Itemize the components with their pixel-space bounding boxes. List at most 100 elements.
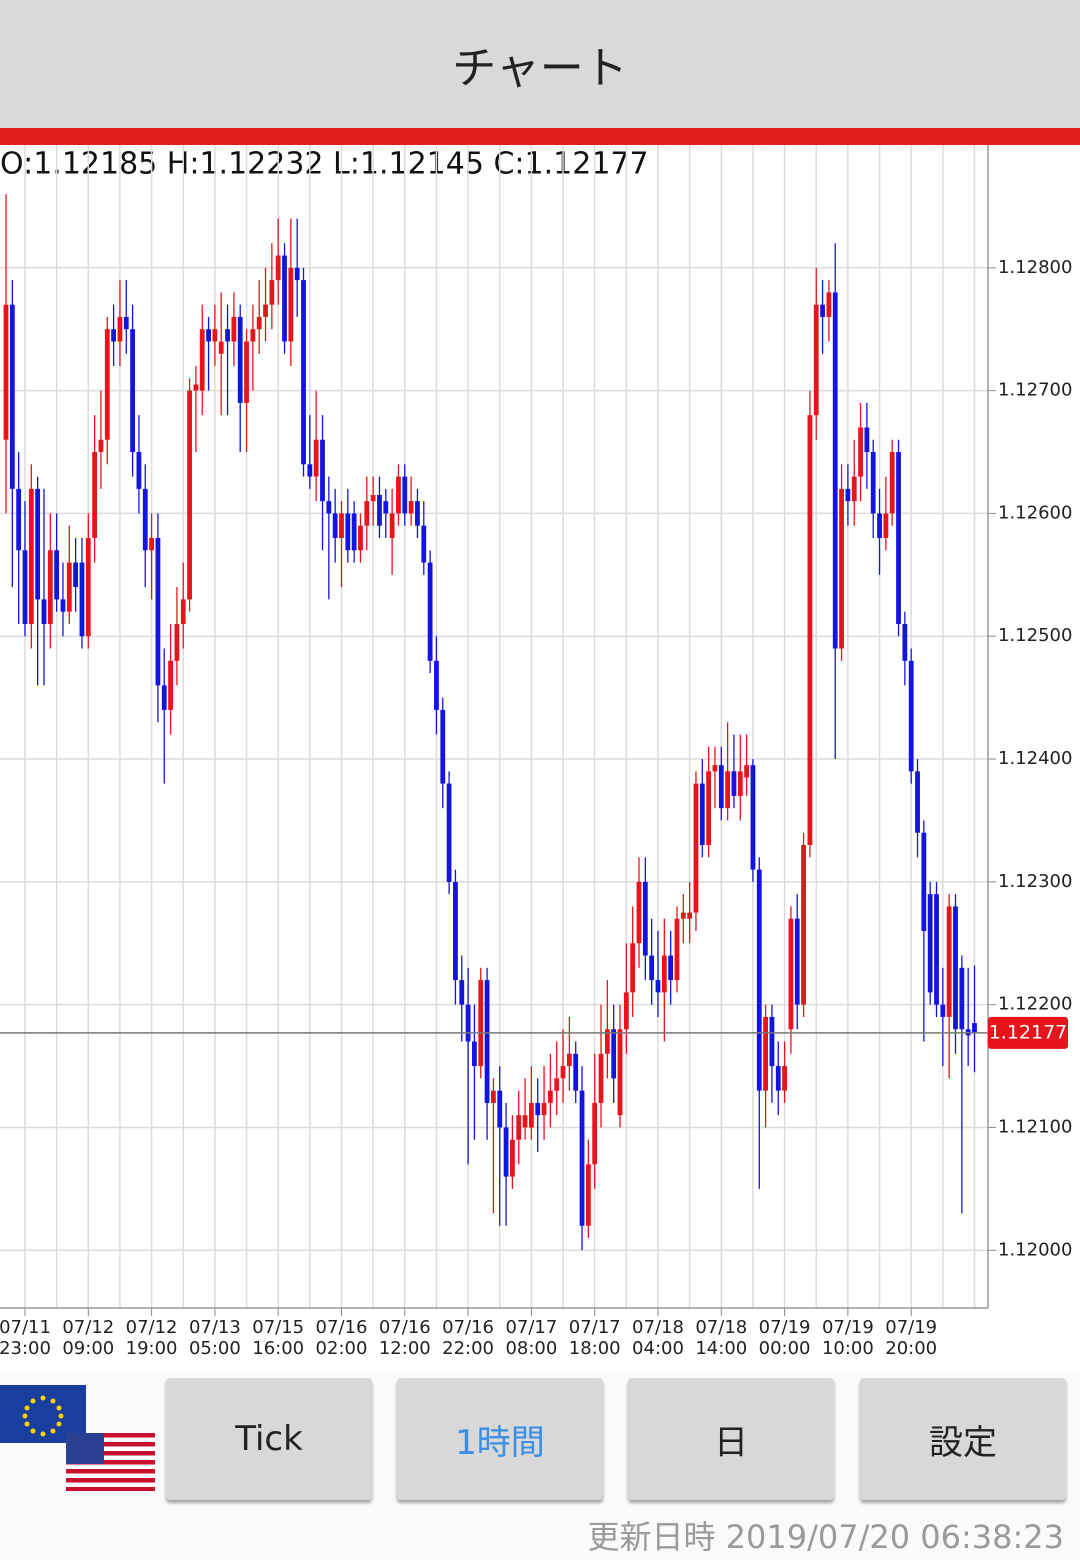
candle-body [611, 1029, 617, 1079]
candle-body [434, 660, 439, 710]
currency-flags[interactable] [0, 1385, 160, 1500]
candle-body [934, 894, 939, 1005]
y-tick-label: 1.12700 [998, 380, 1072, 401]
candle-body [915, 771, 920, 833]
us-flag [66, 1433, 155, 1491]
candle-body [351, 513, 357, 551]
candle-body [415, 501, 420, 526]
candle-body [579, 1090, 585, 1226]
candle-body [649, 955, 655, 981]
candle-body [244, 341, 249, 403]
candle-body [902, 623, 908, 661]
candle-body [41, 599, 47, 624]
candle-body [396, 476, 401, 514]
candle-body [820, 304, 825, 317]
candle-body [744, 765, 750, 778]
candle-body [535, 1102, 541, 1116]
candle-body [358, 525, 363, 551]
y-tick-label: 1.12500 [998, 625, 1072, 646]
candle-body [630, 943, 636, 993]
candle-body [908, 660, 914, 772]
y-tick-label: 1.12400 [998, 748, 1072, 769]
x-tick-label: 07/17 08:00 [505, 1317, 557, 1359]
candle-body [801, 845, 806, 1005]
candle-body [807, 415, 813, 846]
candle-body [332, 513, 338, 538]
candle-body [459, 980, 465, 1005]
candle-body [339, 513, 344, 538]
candle-body [870, 452, 876, 514]
candle-body [522, 1115, 528, 1128]
period-button[interactable]: 1時間 [397, 1378, 603, 1500]
candle-body [111, 329, 117, 342]
candle-body [301, 280, 306, 465]
candle-body [288, 267, 294, 342]
candle-body [668, 955, 674, 981]
candle-body [250, 329, 256, 342]
candle-body [592, 1102, 598, 1165]
candle-body [731, 771, 737, 796]
x-tick-label: 07/18 04:00 [632, 1317, 684, 1359]
candle-body [73, 562, 79, 588]
x-tick-label: 07/13 05:00 [189, 1317, 241, 1359]
y-tick-label: 1.12800 [998, 257, 1072, 278]
candle-body [225, 329, 230, 342]
candle-body [256, 316, 262, 330]
x-tick-label: 07/19 20:00 [885, 1317, 937, 1359]
candle-body [674, 918, 680, 981]
candle-body [35, 488, 41, 600]
candle-body [725, 771, 731, 809]
x-tick-label: 07/17 18:00 [569, 1317, 621, 1359]
candle-body [921, 832, 927, 931]
period-button[interactable]: 設定 [860, 1378, 1066, 1500]
period-button[interactable]: Tick [166, 1378, 372, 1500]
last-price-label: 1.12177 [989, 1021, 1068, 1043]
candle-body [168, 660, 173, 710]
candle-body [687, 912, 693, 919]
period-button[interactable]: 日 [628, 1378, 834, 1500]
candle-body [832, 292, 838, 649]
candle-body [756, 869, 762, 1091]
candle-body [193, 384, 199, 391]
eu-stars [22, 1395, 64, 1437]
chart: O:1.12185 H:1.12232 L:1.12145 C:1.12177 … [0, 145, 1073, 1359]
candle-body [566, 1053, 572, 1067]
x-tick-label: 07/16 12:00 [379, 1317, 431, 1359]
candle-body [66, 562, 72, 612]
candle-body [775, 1066, 781, 1091]
candle-body [377, 495, 382, 526]
candle-body [851, 476, 857, 502]
candle-body [54, 550, 60, 600]
candle-body [206, 329, 211, 342]
candle-body [699, 783, 705, 846]
candle-body [946, 906, 952, 1017]
candle-body [617, 1029, 623, 1116]
candle-body [47, 550, 53, 624]
candle-body [516, 1115, 522, 1140]
candle-body [427, 562, 433, 661]
candle-body [187, 390, 192, 600]
candle-body [769, 1016, 775, 1067]
candle-body [446, 783, 452, 882]
x-tick-label: 07/18 14:00 [695, 1317, 747, 1359]
y-tick-label: 1.12000 [998, 1239, 1072, 1260]
accent-bar [0, 128, 1080, 145]
candle-body [408, 501, 414, 514]
candle-body [453, 881, 458, 981]
candle-body [3, 304, 9, 440]
candle-body [680, 912, 686, 919]
candle-body [212, 329, 218, 342]
y-tick-label: 1.12300 [998, 871, 1072, 892]
candle-body [117, 316, 123, 342]
candle-body [813, 304, 819, 416]
candle-body [440, 709, 446, 784]
candle-body [560, 1066, 566, 1079]
candle-body [282, 255, 287, 342]
candle-body [750, 765, 756, 870]
candle-body [763, 1016, 768, 1091]
candle-body [864, 427, 870, 453]
update-time: 更新日時 2019/07/20 06:38:23 [587, 1518, 1064, 1556]
candle-body [896, 452, 901, 624]
candle-body [199, 329, 205, 391]
candle-body [737, 771, 743, 796]
